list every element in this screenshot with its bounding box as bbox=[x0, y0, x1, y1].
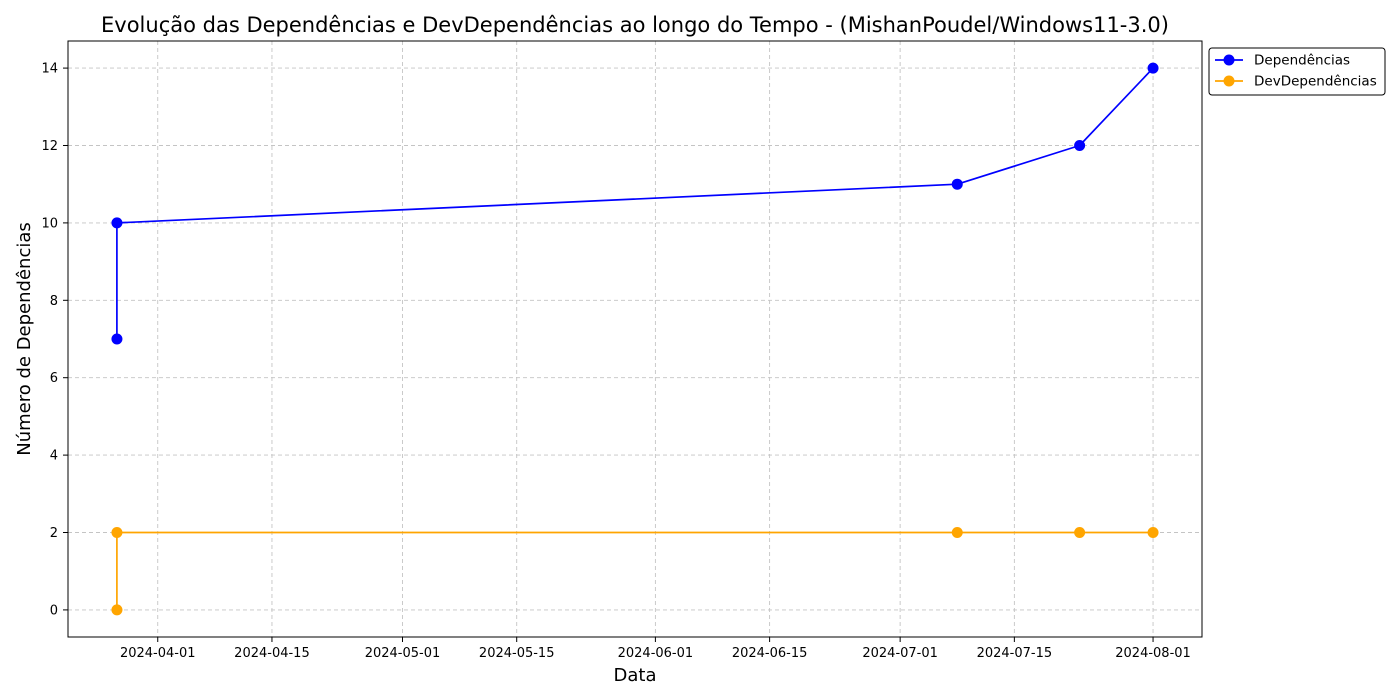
y-tick-label: 0 bbox=[50, 603, 58, 618]
x-axis: 2024-04-01 2024-04-15 2024-05-01 2024-05-15… bbox=[120, 637, 1191, 661]
x-tick-label: 2024-07-15 bbox=[977, 646, 1053, 661]
x-tick-label: 2024-06-01 bbox=[618, 646, 694, 661]
series-layer bbox=[111, 62, 1159, 616]
plot-area-frame bbox=[67, 40, 1203, 638]
legend-label: DevDependências bbox=[1254, 74, 1377, 90]
x-tick-label: 2024-08-01 bbox=[1115, 646, 1191, 661]
legend: Dependências DevDependências bbox=[1208, 47, 1386, 96]
data-point bbox=[111, 604, 123, 616]
y-tick-label: 14 bbox=[41, 62, 58, 77]
y-tick-label: 10 bbox=[41, 216, 58, 231]
data-point bbox=[951, 527, 963, 539]
y-tick-label: 2 bbox=[50, 526, 58, 541]
data-point bbox=[1147, 527, 1159, 539]
y-axis: 0 2 4 6 8 10 12 14 bbox=[41, 62, 68, 618]
legend-marker bbox=[1223, 54, 1235, 66]
y-tick-label: 12 bbox=[41, 139, 58, 154]
y-tick-label: 6 bbox=[50, 371, 58, 386]
x-tick-label: 2024-04-15 bbox=[234, 646, 310, 661]
legend-marker bbox=[1223, 75, 1235, 87]
y-axis-title: Número de Dependências bbox=[14, 222, 35, 456]
y-tick-label: 4 bbox=[50, 449, 58, 464]
data-point bbox=[111, 333, 123, 345]
x-tick-label: 2024-06-15 bbox=[732, 646, 808, 661]
x-tick-label: 2024-05-01 bbox=[365, 646, 441, 661]
series-line-2 bbox=[116, 531, 1154, 610]
x-tick-label: 2024-05-15 bbox=[479, 646, 555, 661]
y-tick-label: 8 bbox=[50, 294, 58, 309]
x-tick-label: 2024-07-01 bbox=[862, 646, 938, 661]
data-point bbox=[111, 527, 123, 539]
legend-label: Dependências bbox=[1254, 53, 1350, 69]
x-tick-label: 2024-04-01 bbox=[120, 646, 196, 661]
grid-lines bbox=[68, 41, 1202, 637]
chart-title: Evolução das Dependências e DevDependênc… bbox=[101, 13, 1169, 37]
legend-box bbox=[1208, 47, 1386, 96]
data-point bbox=[1074, 139, 1086, 151]
data-point bbox=[1147, 62, 1159, 74]
data-point bbox=[1074, 527, 1086, 539]
x-axis-title: Data bbox=[614, 665, 657, 686]
data-point bbox=[111, 217, 123, 229]
data-point bbox=[951, 178, 963, 190]
